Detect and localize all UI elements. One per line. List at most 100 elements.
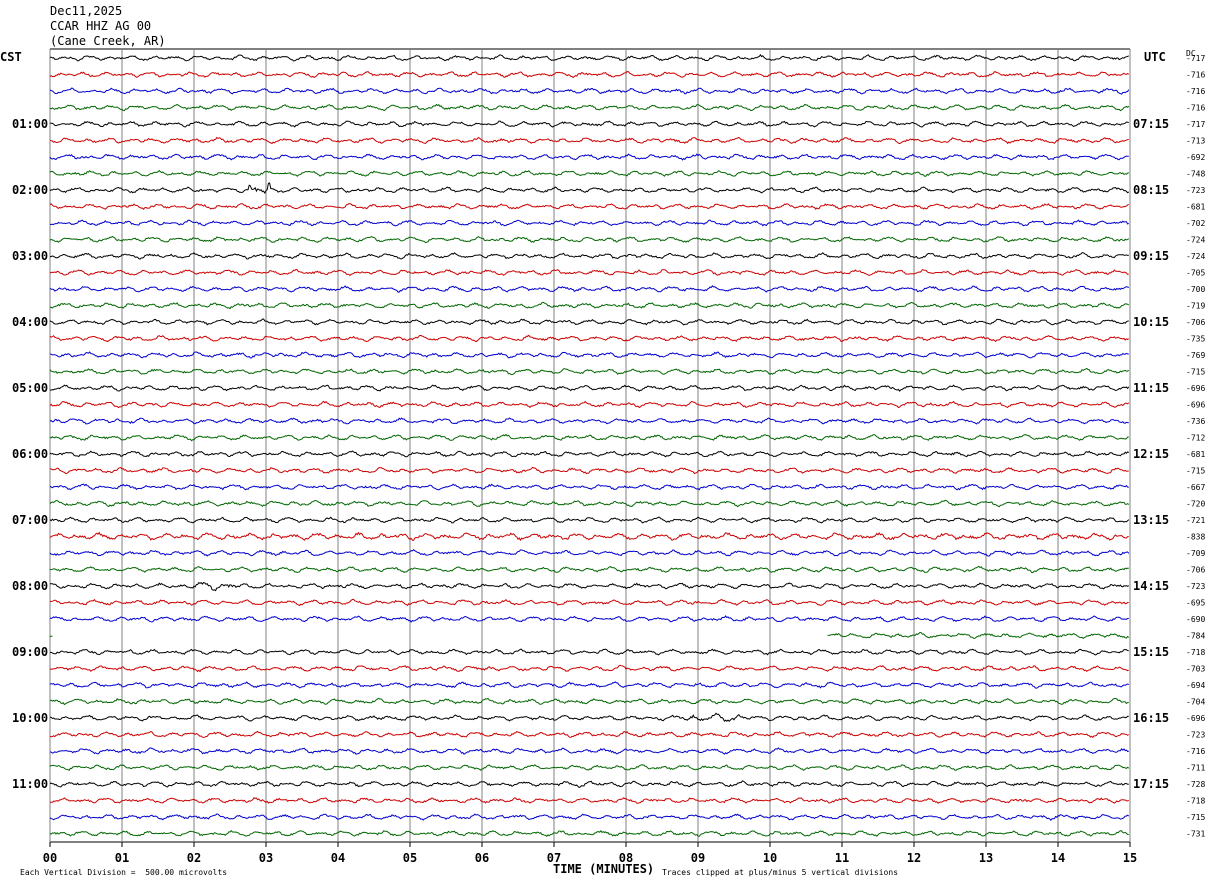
dc-offset-label: -769 [1186,351,1205,360]
dc-offset-label: -694 [1186,681,1205,690]
x-axis-title: TIME (MINUTES) [553,862,655,876]
dc-offset-label: -717 [1186,120,1205,129]
utc-hour-label: 09:15 [1133,249,1169,263]
minute-grid [49,48,1131,847]
seismic-trace [49,450,1130,458]
dc-offset-label: -715 [1186,368,1205,377]
x-tick-label: 03 [259,851,273,865]
dc-offset-label: -695 [1186,599,1205,608]
station-id: CCAR HHZ AG 00 [50,19,152,33]
dc-offset-label: -735 [1186,335,1205,344]
seismic-trace [49,697,1129,706]
seismic-trace [49,499,1130,508]
dc-offset-label: -748 [1186,170,1205,179]
x-tick-label: 08 [619,851,633,865]
dc-offset-label: -784 [1186,632,1205,641]
seismic-trace [49,631,1130,640]
utc-hour-label: 13:15 [1133,513,1169,527]
cst-hour-label: 08:00 [12,579,48,593]
utc-hour-label: 14:15 [1133,579,1169,593]
dc-offset-label: -706 [1186,566,1205,575]
x-tick-label: 14 [1051,851,1065,865]
dc-offset-label: -717 [1186,54,1205,63]
seismic-trace [49,433,1129,442]
utc-hour-label: 12:15 [1133,447,1169,461]
seismic-trace [49,384,1130,392]
plot-date: Dec11,2025 [50,4,123,18]
seismic-trace [49,466,1129,475]
dc-offset-label: -731 [1186,830,1205,839]
dc-offset-label: -723 [1186,186,1205,195]
seismic-trace [49,182,1130,194]
seismic-trace [49,549,1130,557]
utc-hour-label: 10:15 [1133,315,1169,329]
seismic-trace [49,712,1129,723]
seismic-trace [49,153,1129,161]
dc-offset-label: -703 [1186,665,1205,674]
label-group: 00 01 02 03 04 05 06 07 08 09 10 11 12 13 14 15 -717 -716… [12,54,1205,865]
seismic-trace [49,203,1129,210]
seismic-trace [49,664,1129,673]
dc-offset-label: -838 [1186,533,1205,542]
utc-hour-label: 11:15 [1133,381,1169,395]
x-tick-label: 02 [187,851,201,865]
dc-offset-label: -736 [1186,417,1205,426]
dc-offset-label: -702 [1186,219,1205,228]
seismic-trace [49,681,1129,689]
dc-offset-label: -716 [1186,104,1205,113]
seismic-trace [50,252,1129,260]
cst-zone-label: CST [0,50,22,64]
dc-offset-label: -681 [1186,203,1205,212]
seismic-trace [50,648,1129,656]
x-tick-label: 00 [43,851,57,865]
seismic-trace [49,598,1129,607]
utc-hour-label: 08:15 [1133,183,1169,197]
seismic-trace [49,235,1130,244]
cst-hour-label: 01:00 [12,117,48,131]
seismic-trace [49,70,1130,79]
seismic-trace [49,764,1130,771]
seismic-trace [49,400,1130,409]
utc-hour-label: 07:15 [1133,117,1169,131]
cst-hour-label: 05:00 [12,381,48,395]
seismic-trace [49,417,1129,425]
x-tick-label: 09 [691,851,705,865]
dc-offset-label: -713 [1186,137,1205,146]
seismic-trace [49,747,1129,755]
seismic-trace [49,730,1130,739]
seismic-trace [49,334,1130,343]
dc-offset-label: -690 [1186,615,1205,624]
dc-offset-label: -715 [1186,813,1205,822]
dc-offset-label: -724 [1186,236,1205,245]
seismic-trace [49,103,1130,112]
seismic-trace [49,54,1130,62]
seismic-trace [49,318,1129,326]
scale-note: Each Vertical Division = 500.00 microvol… [20,868,228,877]
dc-offset-label: -718 [1186,648,1205,657]
x-tick-label: 07 [547,851,561,865]
seismic-trace [49,351,1129,359]
seismic-trace [49,813,1130,821]
seismic-trace [49,483,1129,491]
dc-column-header: DC [1186,49,1196,58]
seismic-trace [49,301,1130,310]
dc-offset-label: -692 [1186,153,1205,162]
dc-offset-label: -728 [1186,780,1205,789]
cst-hour-label: 04:00 [12,315,48,329]
dc-offset-label: -721 [1186,516,1205,525]
dc-offset-label: -700 [1186,285,1205,294]
dc-offset-label: -706 [1186,318,1205,327]
dc-offset-label: -720 [1186,500,1205,509]
seismic-trace [49,169,1130,177]
cst-hour-label: 11:00 [12,777,48,791]
seismic-trace [49,615,1129,623]
dc-offset-label: -704 [1186,698,1205,707]
dc-offset-label: -723 [1186,582,1205,591]
seismic-trace [49,87,1130,95]
cst-hour-label: 06:00 [12,447,48,461]
dc-offset-label: -705 [1186,269,1205,278]
cst-hour-label: 07:00 [12,513,48,527]
x-tick-label: 04 [331,851,345,865]
x-tick-label: 01 [115,851,129,865]
x-tick-label: 05 [403,851,417,865]
